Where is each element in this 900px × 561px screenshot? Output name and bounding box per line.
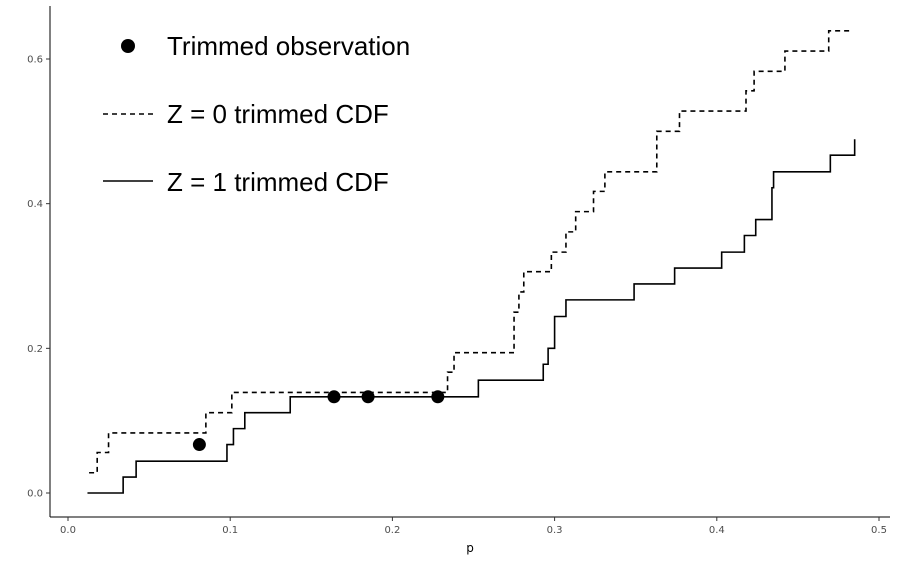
x-axis-title: p xyxy=(466,541,474,555)
trimmed-observation-point xyxy=(192,438,206,452)
legend-label-z0: Z = 0 trimmed CDF xyxy=(167,99,389,129)
x-ticks: 0.0 0.1 0.2 0.3 0.4 0.5 xyxy=(60,517,887,536)
series-layer xyxy=(87,29,856,494)
legend-label-z1: Z = 1 trimmed CDF xyxy=(167,167,389,197)
x-tick-label: 0.3 xyxy=(547,525,563,536)
x-tick-label: 0.1 xyxy=(222,525,238,536)
x-tick-label: 0.5 xyxy=(871,525,887,536)
y-tick-label: 0.0 xyxy=(27,489,43,500)
x-tick-label: 0.2 xyxy=(384,525,400,536)
legend: Trimmed observation Z = 0 trimmed CDF Z … xyxy=(103,31,410,197)
y-tick-label: 0.4 xyxy=(27,199,43,210)
z0-cdf-step-line xyxy=(89,29,854,474)
x-tick-label: 0.0 xyxy=(60,525,76,536)
trimmed-points xyxy=(192,390,445,452)
axes xyxy=(49,6,890,518)
trimmed-observation-point xyxy=(431,390,445,404)
legend-point-marker xyxy=(121,39,135,53)
legend-label-trimmed-observation: Trimmed observation xyxy=(167,31,410,61)
trimmed-observation-point xyxy=(327,390,341,404)
y-tick-label: 0.2 xyxy=(27,344,43,355)
y-tick-label: 0.6 xyxy=(27,55,43,66)
y-ticks: 0.0 0.2 0.4 0.6 xyxy=(27,55,50,500)
x-tick-label: 0.4 xyxy=(709,525,725,536)
z1-cdf-step-line xyxy=(87,139,856,494)
trimmed-observation-point xyxy=(361,390,375,404)
